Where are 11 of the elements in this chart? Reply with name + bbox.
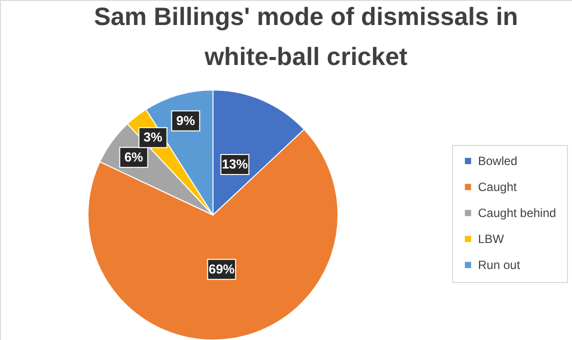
legend-label: Caught bbox=[478, 180, 518, 194]
data-label: 6% bbox=[124, 149, 144, 164]
data-label: 69% bbox=[208, 261, 236, 276]
data-label: 13% bbox=[222, 156, 248, 172]
data-label: 3% bbox=[144, 130, 163, 145]
legend-label: Bowled bbox=[478, 154, 518, 168]
legend-label: Run out bbox=[478, 258, 521, 272]
data-label: 9% bbox=[176, 112, 196, 128]
legend-label: Caught behind bbox=[478, 206, 556, 220]
chart-title: Sam Billings' mode of dismissals in white-ball cricket bbox=[94, 3, 518, 71]
legend-label: LBW bbox=[478, 232, 505, 246]
